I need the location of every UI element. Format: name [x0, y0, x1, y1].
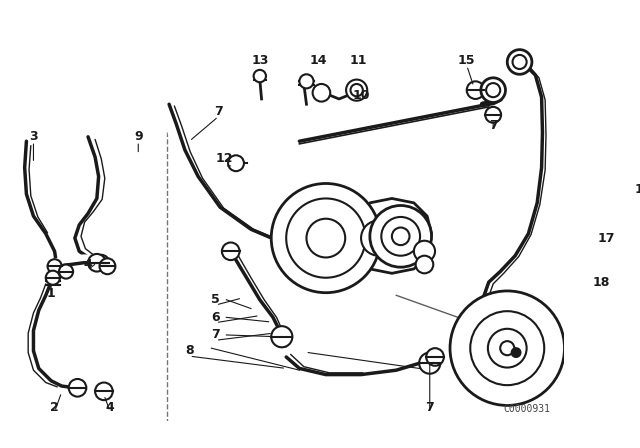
- Text: 7: 7: [211, 328, 220, 341]
- Circle shape: [271, 326, 292, 347]
- Circle shape: [47, 259, 61, 273]
- Text: 7: 7: [426, 401, 434, 414]
- Text: 4: 4: [84, 258, 92, 271]
- Circle shape: [312, 84, 330, 102]
- Text: 12: 12: [216, 152, 234, 165]
- Text: 11: 11: [349, 54, 367, 67]
- Text: 4: 4: [106, 401, 115, 414]
- Circle shape: [370, 206, 431, 267]
- Circle shape: [485, 107, 501, 123]
- Text: 18: 18: [593, 276, 610, 289]
- Circle shape: [467, 82, 484, 99]
- Circle shape: [361, 220, 396, 256]
- Text: 10: 10: [352, 89, 370, 102]
- Circle shape: [222, 242, 239, 260]
- Circle shape: [450, 291, 564, 405]
- Circle shape: [228, 155, 244, 171]
- Circle shape: [88, 254, 106, 271]
- Circle shape: [620, 296, 634, 310]
- Circle shape: [59, 264, 73, 279]
- Text: C0000931: C0000931: [504, 404, 550, 414]
- Text: 7: 7: [214, 105, 223, 118]
- Circle shape: [99, 258, 115, 274]
- Circle shape: [508, 50, 532, 74]
- Circle shape: [582, 342, 595, 354]
- Circle shape: [419, 353, 440, 374]
- Text: 17: 17: [597, 232, 614, 245]
- Text: 14: 14: [310, 54, 328, 67]
- Circle shape: [271, 184, 380, 293]
- Circle shape: [300, 74, 314, 88]
- Circle shape: [95, 383, 113, 400]
- Circle shape: [511, 348, 520, 357]
- Text: 3: 3: [29, 130, 38, 143]
- Text: 2: 2: [50, 401, 59, 414]
- Text: 1: 1: [47, 287, 56, 300]
- Text: 8: 8: [185, 345, 194, 358]
- Circle shape: [93, 255, 109, 271]
- Circle shape: [426, 348, 444, 366]
- Text: 5: 5: [211, 293, 220, 306]
- Circle shape: [253, 70, 266, 82]
- Circle shape: [607, 291, 625, 309]
- Text: 6: 6: [211, 311, 220, 324]
- Circle shape: [415, 256, 433, 273]
- Circle shape: [68, 379, 86, 396]
- Text: 16: 16: [634, 183, 640, 196]
- Text: 7: 7: [489, 119, 497, 132]
- Circle shape: [414, 241, 435, 262]
- Circle shape: [609, 327, 634, 352]
- Circle shape: [481, 78, 506, 103]
- Text: 9: 9: [134, 130, 143, 143]
- Text: 15: 15: [458, 54, 476, 67]
- Text: 13: 13: [251, 54, 268, 67]
- Circle shape: [346, 80, 367, 101]
- Circle shape: [46, 271, 60, 285]
